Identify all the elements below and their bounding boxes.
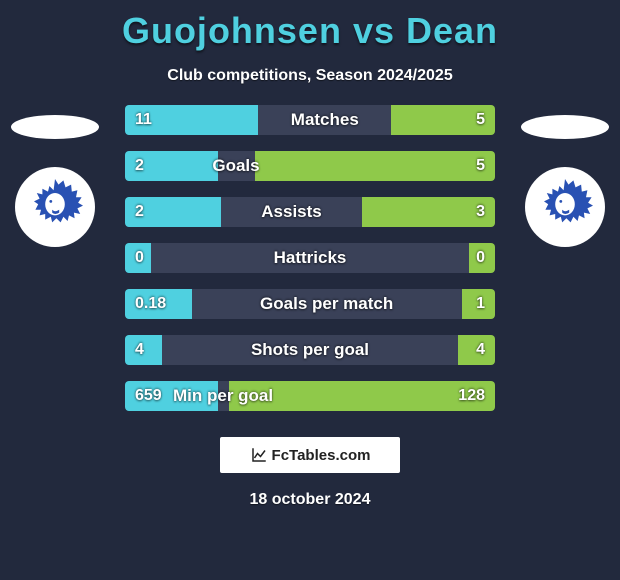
stat-mid-bar: Hattricks xyxy=(151,243,469,273)
stat-label: Goals xyxy=(212,156,259,176)
comparison-title: Guojohnsen vs Dean xyxy=(0,0,620,52)
stat-row: 11 Matches 5 xyxy=(125,105,495,135)
right-side xyxy=(515,105,615,247)
stat-row: 4 Shots per goal 4 xyxy=(125,335,495,365)
stat-right-bar: 3 xyxy=(362,197,495,227)
stat-left-bar: 0.18 xyxy=(125,289,192,319)
stat-label: Shots per goal xyxy=(251,340,369,360)
stat-mid-bar: Min per goal xyxy=(218,381,229,411)
stat-right-value: 1 xyxy=(476,295,485,313)
stat-label: Goals per match xyxy=(260,294,393,314)
stat-left-value: 659 xyxy=(135,387,162,405)
stat-right-value: 5 xyxy=(476,157,485,175)
stat-right-value: 3 xyxy=(476,203,485,221)
left-club-logo xyxy=(15,167,95,247)
stat-right-bar: 0 xyxy=(469,243,495,273)
stat-row: 0.18 Goals per match 1 xyxy=(125,289,495,319)
indian-head-icon xyxy=(20,172,90,242)
stat-left-value: 11 xyxy=(135,111,152,129)
stat-right-value: 128 xyxy=(458,387,485,405)
stat-right-bar: 5 xyxy=(255,151,496,181)
stat-left-value: 4 xyxy=(135,341,144,359)
stat-left-bar: 11 xyxy=(125,105,258,135)
stat-mid-bar: Shots per goal xyxy=(162,335,458,365)
stat-mid-bar: Goals xyxy=(218,151,255,181)
stat-left-bar: 4 xyxy=(125,335,162,365)
stat-mid-bar: Assists xyxy=(221,197,362,227)
stat-right-value: 4 xyxy=(476,341,485,359)
left-side xyxy=(5,105,105,247)
stat-left-value: 2 xyxy=(135,203,144,221)
stat-right-bar: 5 xyxy=(391,105,495,135)
stat-label: Hattricks xyxy=(274,248,347,268)
stat-left-bar: 2 xyxy=(125,197,221,227)
stat-label: Matches xyxy=(291,110,359,130)
stat-right-bar: 4 xyxy=(458,335,495,365)
stat-left-bar: 0 xyxy=(125,243,151,273)
stat-row: 659 Min per goal 128 xyxy=(125,381,495,411)
stat-mid-bar: Goals per match xyxy=(192,289,462,319)
stat-left-value: 0 xyxy=(135,249,144,267)
stat-left-value: 0.18 xyxy=(135,295,166,313)
chart-icon xyxy=(250,446,268,464)
stat-row: 0 Hattricks 0 xyxy=(125,243,495,273)
stat-left-bar: 2 xyxy=(125,151,218,181)
left-flag-placeholder xyxy=(11,115,99,139)
stat-row: 2 Assists 3 xyxy=(125,197,495,227)
comparison-subtitle: Club competitions, Season 2024/2025 xyxy=(0,67,620,85)
stat-mid-bar: Matches xyxy=(258,105,391,135)
stat-label: Min per goal xyxy=(173,386,273,406)
branding-badge: FcTables.com xyxy=(220,437,400,473)
stat-left-value: 2 xyxy=(135,157,144,175)
stat-row: 2 Goals 5 xyxy=(125,151,495,181)
stat-label: Assists xyxy=(261,202,321,222)
content-area: 11 Matches 5 2 Goals 5 2 Assists 3 0 Hattricks 0 0.1… xyxy=(0,105,620,427)
stat-bars: 11 Matches 5 2 Goals 5 2 Assists 3 0 Hattricks 0 0.1… xyxy=(125,105,495,427)
stat-right-value: 5 xyxy=(476,111,485,129)
right-club-logo xyxy=(525,167,605,247)
stat-right-value: 0 xyxy=(476,249,485,267)
stat-right-bar: 1 xyxy=(462,289,495,319)
indian-head-icon xyxy=(530,172,600,242)
branding-text: FcTables.com xyxy=(272,447,371,464)
date-label: 18 october 2024 xyxy=(0,491,620,509)
right-flag-placeholder xyxy=(521,115,609,139)
